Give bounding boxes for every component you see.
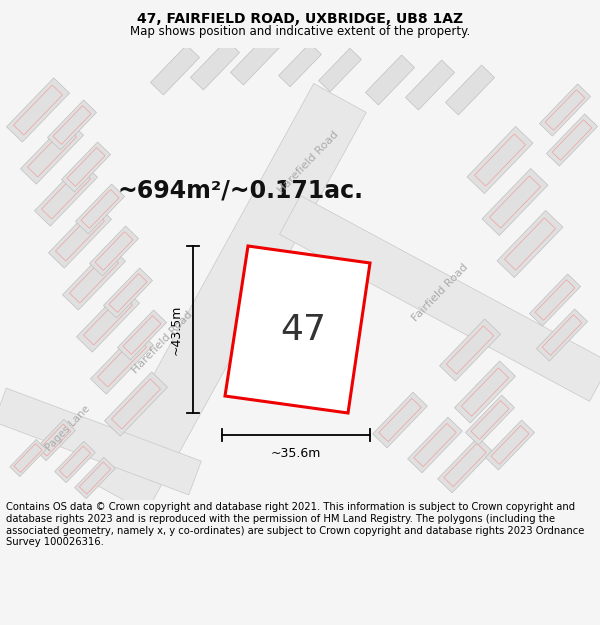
Polygon shape	[10, 439, 46, 476]
Polygon shape	[406, 60, 455, 110]
Polygon shape	[34, 162, 98, 226]
Text: Fairfield Road: Fairfield Road	[410, 262, 470, 324]
Polygon shape	[280, 196, 600, 401]
Polygon shape	[47, 100, 97, 150]
Polygon shape	[319, 48, 361, 92]
Polygon shape	[151, 45, 200, 95]
Text: ~35.6m: ~35.6m	[271, 447, 321, 460]
Polygon shape	[445, 65, 494, 115]
Polygon shape	[20, 120, 83, 184]
Polygon shape	[74, 458, 115, 499]
Polygon shape	[536, 309, 587, 361]
Polygon shape	[76, 184, 125, 234]
Polygon shape	[373, 392, 427, 448]
Polygon shape	[278, 43, 322, 87]
Polygon shape	[547, 114, 598, 166]
Polygon shape	[466, 395, 515, 445]
Text: Map shows position and indicative extent of the property.: Map shows position and indicative extent…	[130, 26, 470, 38]
Polygon shape	[89, 226, 139, 276]
Polygon shape	[455, 361, 515, 423]
Text: 47: 47	[280, 312, 326, 346]
Polygon shape	[76, 288, 140, 352]
Text: Harefield Road: Harefield Road	[276, 129, 340, 195]
Polygon shape	[91, 330, 154, 394]
Polygon shape	[497, 211, 563, 278]
Polygon shape	[437, 438, 493, 493]
Polygon shape	[529, 274, 581, 326]
Polygon shape	[539, 84, 590, 136]
Polygon shape	[94, 84, 366, 512]
Polygon shape	[35, 419, 76, 461]
Text: Harefield Road: Harefield Road	[130, 309, 194, 375]
Polygon shape	[61, 142, 110, 192]
Polygon shape	[103, 268, 152, 318]
Polygon shape	[407, 418, 463, 472]
Polygon shape	[62, 246, 125, 310]
Polygon shape	[225, 246, 370, 413]
Polygon shape	[0, 388, 202, 495]
Polygon shape	[55, 441, 95, 483]
Polygon shape	[482, 169, 548, 236]
Polygon shape	[485, 420, 535, 470]
Text: ~694m²/~0.171ac.: ~694m²/~0.171ac.	[118, 178, 364, 202]
Text: Contains OS data © Crown copyright and database right 2021. This information is : Contains OS data © Crown copyright and d…	[6, 503, 584, 548]
Polygon shape	[7, 78, 70, 142]
Polygon shape	[467, 126, 533, 194]
Polygon shape	[230, 35, 280, 85]
Polygon shape	[440, 319, 500, 381]
Text: Pages Lane: Pages Lane	[44, 403, 92, 452]
Polygon shape	[365, 55, 415, 105]
Polygon shape	[190, 40, 239, 90]
Polygon shape	[104, 372, 167, 436]
Text: ~43.5m: ~43.5m	[170, 304, 183, 355]
Polygon shape	[49, 204, 112, 268]
Polygon shape	[118, 310, 167, 360]
Text: 47, FAIRFIELD ROAD, UXBRIDGE, UB8 1AZ: 47, FAIRFIELD ROAD, UXBRIDGE, UB8 1AZ	[137, 12, 463, 26]
